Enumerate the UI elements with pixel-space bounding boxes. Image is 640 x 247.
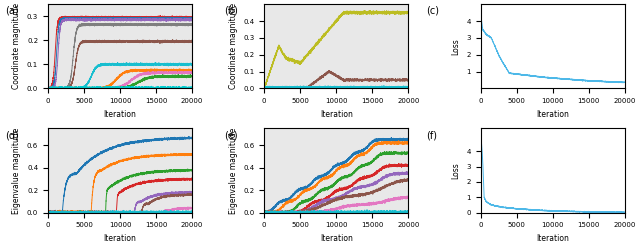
Y-axis label: Eigenvalue magnitude: Eigenvalue magnitude bbox=[12, 127, 21, 214]
Text: (c): (c) bbox=[426, 6, 439, 16]
Y-axis label: Coordinate magnitude: Coordinate magnitude bbox=[12, 3, 21, 89]
Text: (d): (d) bbox=[4, 130, 19, 140]
X-axis label: Iteration: Iteration bbox=[536, 110, 569, 119]
Text: (a): (a) bbox=[4, 6, 19, 16]
X-axis label: Iteration: Iteration bbox=[104, 110, 136, 119]
Y-axis label: Eigenvalue magnitude: Eigenvalue magnitude bbox=[228, 127, 237, 214]
Text: (f): (f) bbox=[426, 130, 436, 140]
X-axis label: Iteration: Iteration bbox=[320, 234, 353, 243]
Y-axis label: Loss: Loss bbox=[452, 38, 461, 55]
Y-axis label: Loss: Loss bbox=[452, 162, 461, 179]
X-axis label: Iteration: Iteration bbox=[104, 234, 136, 243]
Y-axis label: Coordinate magnitude: Coordinate magnitude bbox=[228, 3, 237, 89]
Text: (e): (e) bbox=[224, 130, 237, 140]
X-axis label: Iteration: Iteration bbox=[320, 110, 353, 119]
X-axis label: Iteration: Iteration bbox=[536, 234, 569, 243]
Text: (b): (b) bbox=[224, 6, 237, 16]
